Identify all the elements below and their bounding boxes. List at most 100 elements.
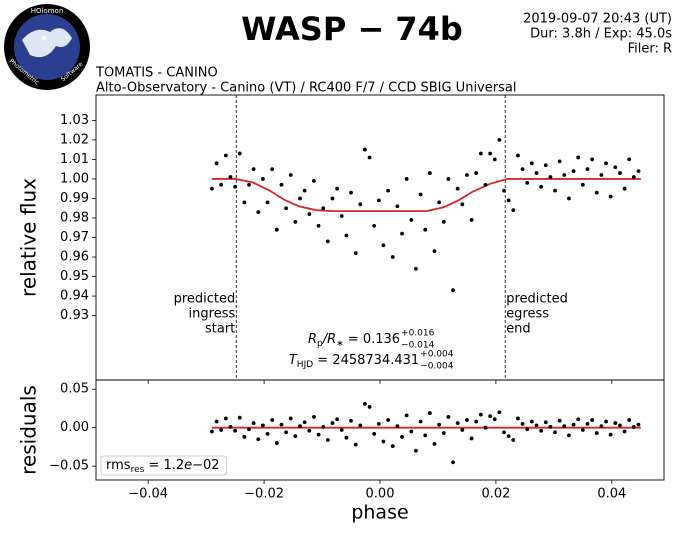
marker-label: egress: [506, 307, 549, 322]
data-point: [437, 200, 442, 205]
data-point: [261, 423, 265, 428]
data-point: [631, 175, 636, 179]
data-point: [511, 208, 516, 213]
data-point: [516, 416, 520, 421]
data-point: [316, 223, 321, 228]
data-point: [358, 202, 363, 207]
data-point: [562, 173, 567, 177]
data-point: [580, 428, 585, 432]
data-point: [381, 439, 386, 444]
data-point: [525, 427, 530, 432]
data-point: [247, 427, 251, 432]
data-point: [502, 430, 506, 435]
data-point: [223, 153, 228, 158]
x-tick-label: 0.02: [481, 487, 510, 502]
data-point: [446, 415, 451, 419]
data-point: [511, 438, 516, 442]
data-point: [312, 415, 316, 419]
data-point: [284, 430, 289, 435]
data-point: [335, 417, 340, 422]
data-point: [585, 421, 590, 426]
data-point: [613, 165, 618, 170]
data-point: [506, 198, 511, 203]
data-point: [233, 184, 238, 189]
x-tick-label: −0.02: [244, 487, 284, 502]
data-point: [353, 442, 358, 447]
data-point: [520, 167, 525, 172]
data-point: [381, 243, 386, 248]
data-point: [543, 420, 548, 425]
y-tick-label: −0.05: [49, 459, 89, 474]
data-point: [302, 420, 307, 425]
info: 2019-09-07 20:43 (UT): [523, 12, 672, 27]
data-point: [265, 431, 270, 436]
data-point: [543, 163, 548, 168]
data-point: [386, 188, 391, 193]
data-point: [608, 194, 613, 199]
info: Filer: R: [628, 42, 672, 57]
data-point: [242, 435, 247, 439]
data-point: [478, 412, 483, 417]
annotation-part: p: [317, 339, 323, 349]
data-point: [251, 421, 256, 425]
y-tick-label: 0.94: [60, 289, 89, 304]
data-point: [233, 428, 238, 433]
data-point: [284, 206, 289, 211]
data-point: [441, 219, 446, 224]
y-axis-label: relative flux: [17, 178, 41, 297]
marker-label: end: [506, 322, 531, 337]
data-point: [367, 155, 372, 160]
annotation-sub: −0.004: [420, 362, 454, 372]
data-point: [210, 186, 214, 191]
marker-label: predicted: [506, 292, 568, 307]
data-point: [594, 431, 599, 435]
y-axis-label: residuals: [17, 385, 41, 475]
data-point: [427, 171, 432, 175]
data-point: [335, 186, 340, 191]
data-point: [567, 433, 571, 438]
data-point: [488, 414, 493, 419]
data-point: [353, 251, 358, 256]
data-point: [298, 196, 302, 201]
y-tick-label: 1.01: [60, 152, 89, 167]
data-point: [618, 171, 622, 175]
data-point: [492, 157, 497, 162]
data-point: [608, 432, 613, 437]
data-point: [363, 401, 367, 406]
data-point: [414, 266, 418, 271]
data-point: [261, 177, 265, 181]
data-point: [367, 405, 372, 409]
logo-shape: [22, 28, 72, 58]
data-point: [451, 288, 455, 293]
data-point: [270, 167, 275, 172]
annotation: THJD = 2458734.431: [289, 353, 419, 370]
data-point: [474, 171, 479, 175]
data-point: [219, 428, 224, 432]
data-point: [339, 428, 344, 432]
y-tick-label: 0.98: [60, 210, 89, 225]
data-point: [539, 428, 544, 433]
data-point: [400, 435, 404, 439]
data-point: [293, 434, 298, 439]
annotation-part: res: [131, 465, 145, 475]
data-point: [307, 428, 312, 433]
data-point: [585, 167, 590, 172]
data-point: [590, 157, 595, 162]
data-point: [265, 200, 270, 205]
data-point: [339, 214, 344, 218]
y-tick-label: 1.02: [60, 132, 89, 147]
data-point: [469, 436, 474, 441]
data-point: [446, 177, 451, 181]
data-point: [251, 167, 256, 172]
data-point: [590, 418, 595, 422]
data-point: [418, 192, 423, 197]
data-point: [376, 421, 381, 426]
data-point: [390, 444, 395, 449]
data-point: [483, 182, 488, 187]
data-point: [465, 173, 469, 177]
data-point: [636, 169, 641, 174]
y-tick-label: 0.96: [60, 250, 89, 265]
data-point: [307, 212, 312, 216]
data-point: [279, 182, 284, 187]
data-point: [497, 410, 502, 415]
